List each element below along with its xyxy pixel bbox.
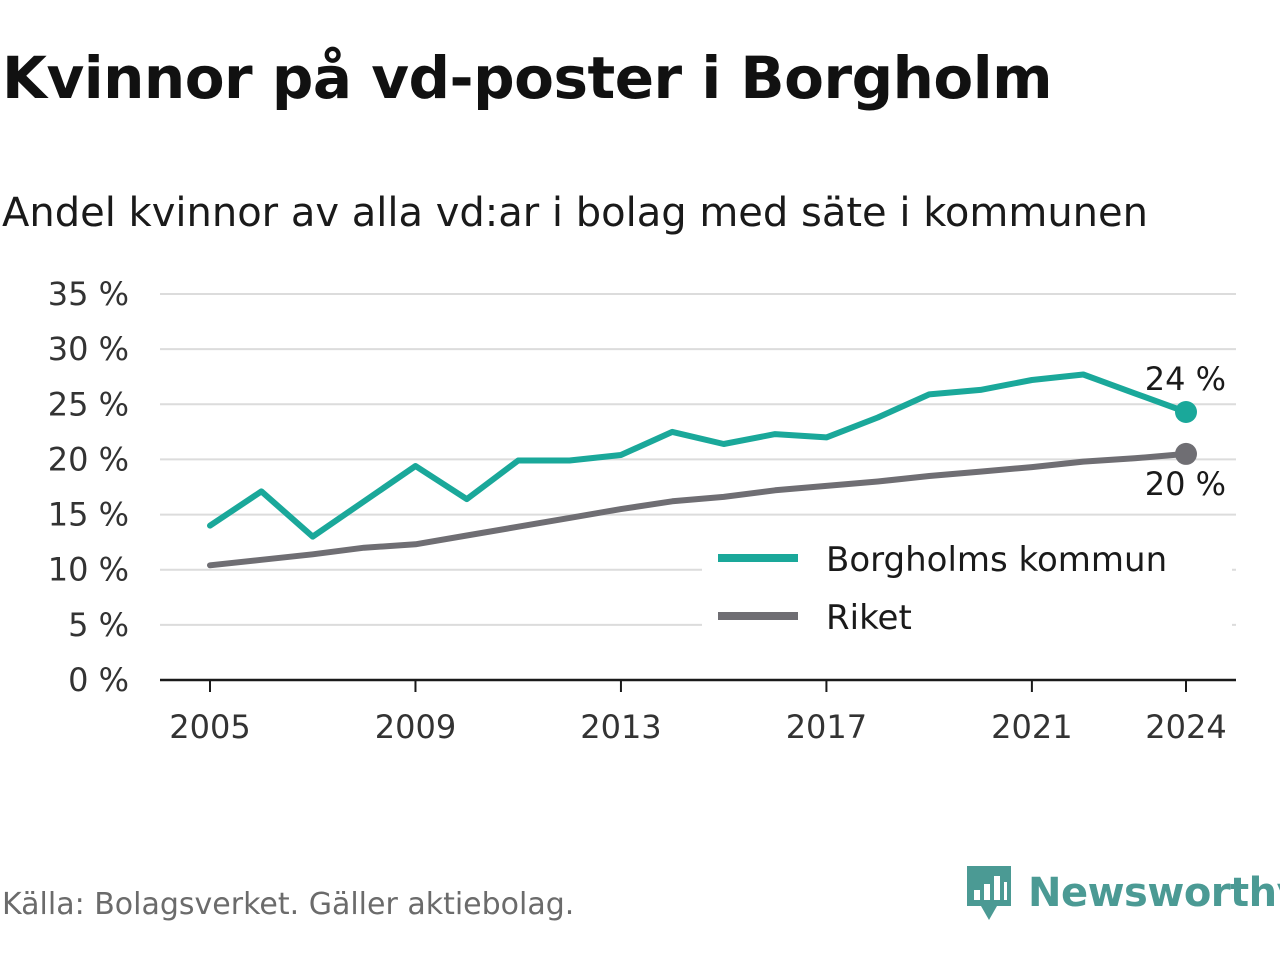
y-tick-label: 15 % [48,496,129,534]
legend-label: Riket [826,598,912,638]
x-tick-label: 2013 [580,708,661,746]
y-tick-label: 0 % [68,661,129,699]
end-label: 20 % [1145,465,1226,503]
source-note: Källa: Bolagsverket. Gäller aktiebolag. [2,887,575,922]
x-tick-label: 2005 [169,708,250,746]
chart-title: Kvinnor på vd-poster i Borgholm [2,44,1053,112]
series-line-riket [207,450,1189,569]
brand-logo: Newsworthy [964,864,1280,922]
end-label: 24 % [1145,360,1226,398]
y-tick-label: 20 % [48,440,129,478]
end-labels: 24 % 20 % [1145,360,1226,503]
y-tick-label: 10 % [48,551,129,589]
x-tick-label: 2024 [1145,708,1226,746]
legend: Borgholms kommun Riket [702,528,1232,638]
y-tick-label: 25 % [48,385,129,423]
end-point-marker [1175,442,1197,465]
legend-label: Borgholms kommun [826,540,1167,580]
x-axis: 2005 2009 2013 2017 2021 2024 [160,678,1236,746]
y-tick-label: 5 % [68,606,129,644]
chart-subtitle: Andel kvinnor av alla vd:ar i bolag med … [2,190,1148,236]
y-tick-label: 30 % [48,330,129,368]
y-axis: 0 % 5 % 10 % 15 % 20 % 25 % 30 % 35 % [48,275,129,699]
series-line-borgholm [207,371,1189,540]
series-lines [207,371,1197,569]
y-tick-label: 35 % [48,275,129,313]
newsworthy-logo-icon [967,866,1011,920]
x-tick-label: 2017 [786,708,867,746]
x-tick-label: 2021 [991,708,1072,746]
gridlines [160,293,1236,626]
x-tick-label: 2009 [375,708,456,746]
brand-name: Newsworthy [1028,870,1280,916]
end-point-marker [1175,401,1197,424]
